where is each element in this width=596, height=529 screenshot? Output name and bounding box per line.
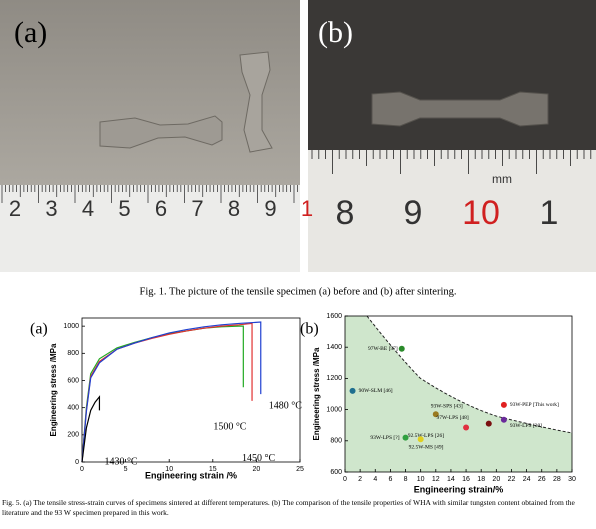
point <box>500 401 507 408</box>
x-tick-label: 10 <box>165 466 173 473</box>
point-label: 93W-SPS [43] <box>431 404 463 410</box>
point <box>398 345 405 352</box>
panel-label: (a) <box>14 16 47 49</box>
x-tick-label: 2 <box>358 476 362 483</box>
x-tick-label: 22 <box>508 476 516 483</box>
x-tick-label: 0 <box>343 476 347 483</box>
curve-label: 1430 °C <box>104 457 137 468</box>
x-tick-label: 0 <box>80 466 84 473</box>
point <box>417 436 424 443</box>
ruler <box>308 150 596 272</box>
ruler-label: 5 <box>118 196 130 221</box>
ruler-label: 1 <box>540 194 559 232</box>
ruler-label: 8 <box>228 196 240 221</box>
point-label: 92.5W-LPS [26] <box>408 433 445 439</box>
y-tick-label: 1000 <box>326 406 342 413</box>
point <box>432 411 439 418</box>
point-label: 92.5W-MS [49] <box>409 445 444 451</box>
x-tick-label: 5 <box>124 466 128 473</box>
x-tick-label: 12 <box>432 476 440 483</box>
plot-frame <box>81 317 301 463</box>
x-tick-label: 4 <box>373 476 377 483</box>
y-axis-title: Engineering stress /MPa <box>312 347 321 440</box>
point-label: 93W-PEP [This work] <box>510 402 559 408</box>
point <box>402 434 409 441</box>
x-tick-label: 8 <box>404 476 408 483</box>
ruler-label: 2 <box>9 196 21 221</box>
panel-label: (b) <box>318 16 353 49</box>
ruler-label: 6 <box>155 196 167 221</box>
specimen <box>239 51 273 153</box>
point-label: 93W-LPS [?] <box>370 435 399 441</box>
x-axis-title: Engineering strain/% <box>414 484 504 494</box>
caption-box: Fig. 5. (a) The tensile stress-strain cu… <box>2 498 575 517</box>
y-tick-label: 400 <box>67 405 79 412</box>
point <box>349 387 356 394</box>
point <box>485 420 492 427</box>
point-label: 97W-BE [57] <box>368 346 398 352</box>
curve <box>81 322 253 463</box>
y-tick-label: 600 <box>67 377 79 384</box>
caption: Fig. 5. (a) The tensile stress-strain cu… <box>2 498 575 517</box>
x-tick-label: 15 <box>209 466 217 473</box>
x-tick-label: 25 <box>296 466 304 473</box>
x-tick-label: 20 <box>492 476 500 483</box>
x-axis-title: Engineering strain /% <box>145 470 237 480</box>
x-tick-label: 6 <box>388 476 392 483</box>
y-tick-label: 800 <box>67 350 79 357</box>
y-axis-title: Engineering stress /MPa <box>49 343 58 436</box>
ruler-label: 4 <box>82 196 94 221</box>
ruler-label: 1 <box>301 196 313 221</box>
specimen <box>371 91 549 127</box>
ruler-label: 7 <box>191 196 203 221</box>
curve-label: 1450 °C <box>242 453 275 464</box>
x-tick-label: 24 <box>523 476 531 483</box>
x-tick-label: 14 <box>447 476 455 483</box>
x-tick-label: 18 <box>477 476 485 483</box>
plot-frame <box>344 315 573 473</box>
panel-label: (b) <box>300 321 319 338</box>
panel-label: (a) <box>30 321 48 338</box>
x-tick-label: 30 <box>568 476 576 483</box>
curve-label: 1480 °C <box>269 400 302 411</box>
curve <box>81 325 244 463</box>
x-tick-label: 10 <box>417 476 425 483</box>
curve <box>81 321 262 463</box>
point <box>500 416 507 423</box>
ruler-label: 10 <box>462 194 500 232</box>
y-tick-label: 600 <box>330 469 342 476</box>
y-tick-label: 1000 <box>63 323 79 330</box>
curve-label: 1500 °C <box>213 422 246 433</box>
curve <box>81 395 101 463</box>
y-tick-label: 0 <box>75 459 79 466</box>
caption: Fig. 1. The picture of the tensile speci… <box>139 286 456 297</box>
specimen <box>99 115 223 149</box>
x-tick-label: 20 <box>253 466 261 473</box>
y-tick-label: 800 <box>330 438 342 445</box>
ruler-label: 3 <box>45 196 57 221</box>
y-tick-label: 1600 <box>326 313 342 320</box>
trend-line <box>366 315 573 434</box>
point-label: 97W-LPS [48] <box>437 415 469 421</box>
ruler <box>0 185 300 272</box>
x-tick-label: 26 <box>538 476 546 483</box>
x-tick-label: 28 <box>553 476 561 483</box>
point <box>463 424 470 431</box>
ruler-label: 9 <box>264 196 276 221</box>
y-tick-label: 1400 <box>326 344 342 351</box>
point-label: 90W-SLM [46] <box>359 388 393 394</box>
trend-region <box>345 316 572 472</box>
y-tick-label: 200 <box>67 432 79 439</box>
ruler-label: 8 <box>336 194 355 232</box>
point-label: 93W-LPS [30] <box>510 423 542 429</box>
ruler-unit: mm <box>492 172 512 186</box>
ruler-label: 9 <box>404 194 423 232</box>
y-tick-label: 1200 <box>326 375 342 382</box>
x-tick-label: 16 <box>462 476 470 483</box>
